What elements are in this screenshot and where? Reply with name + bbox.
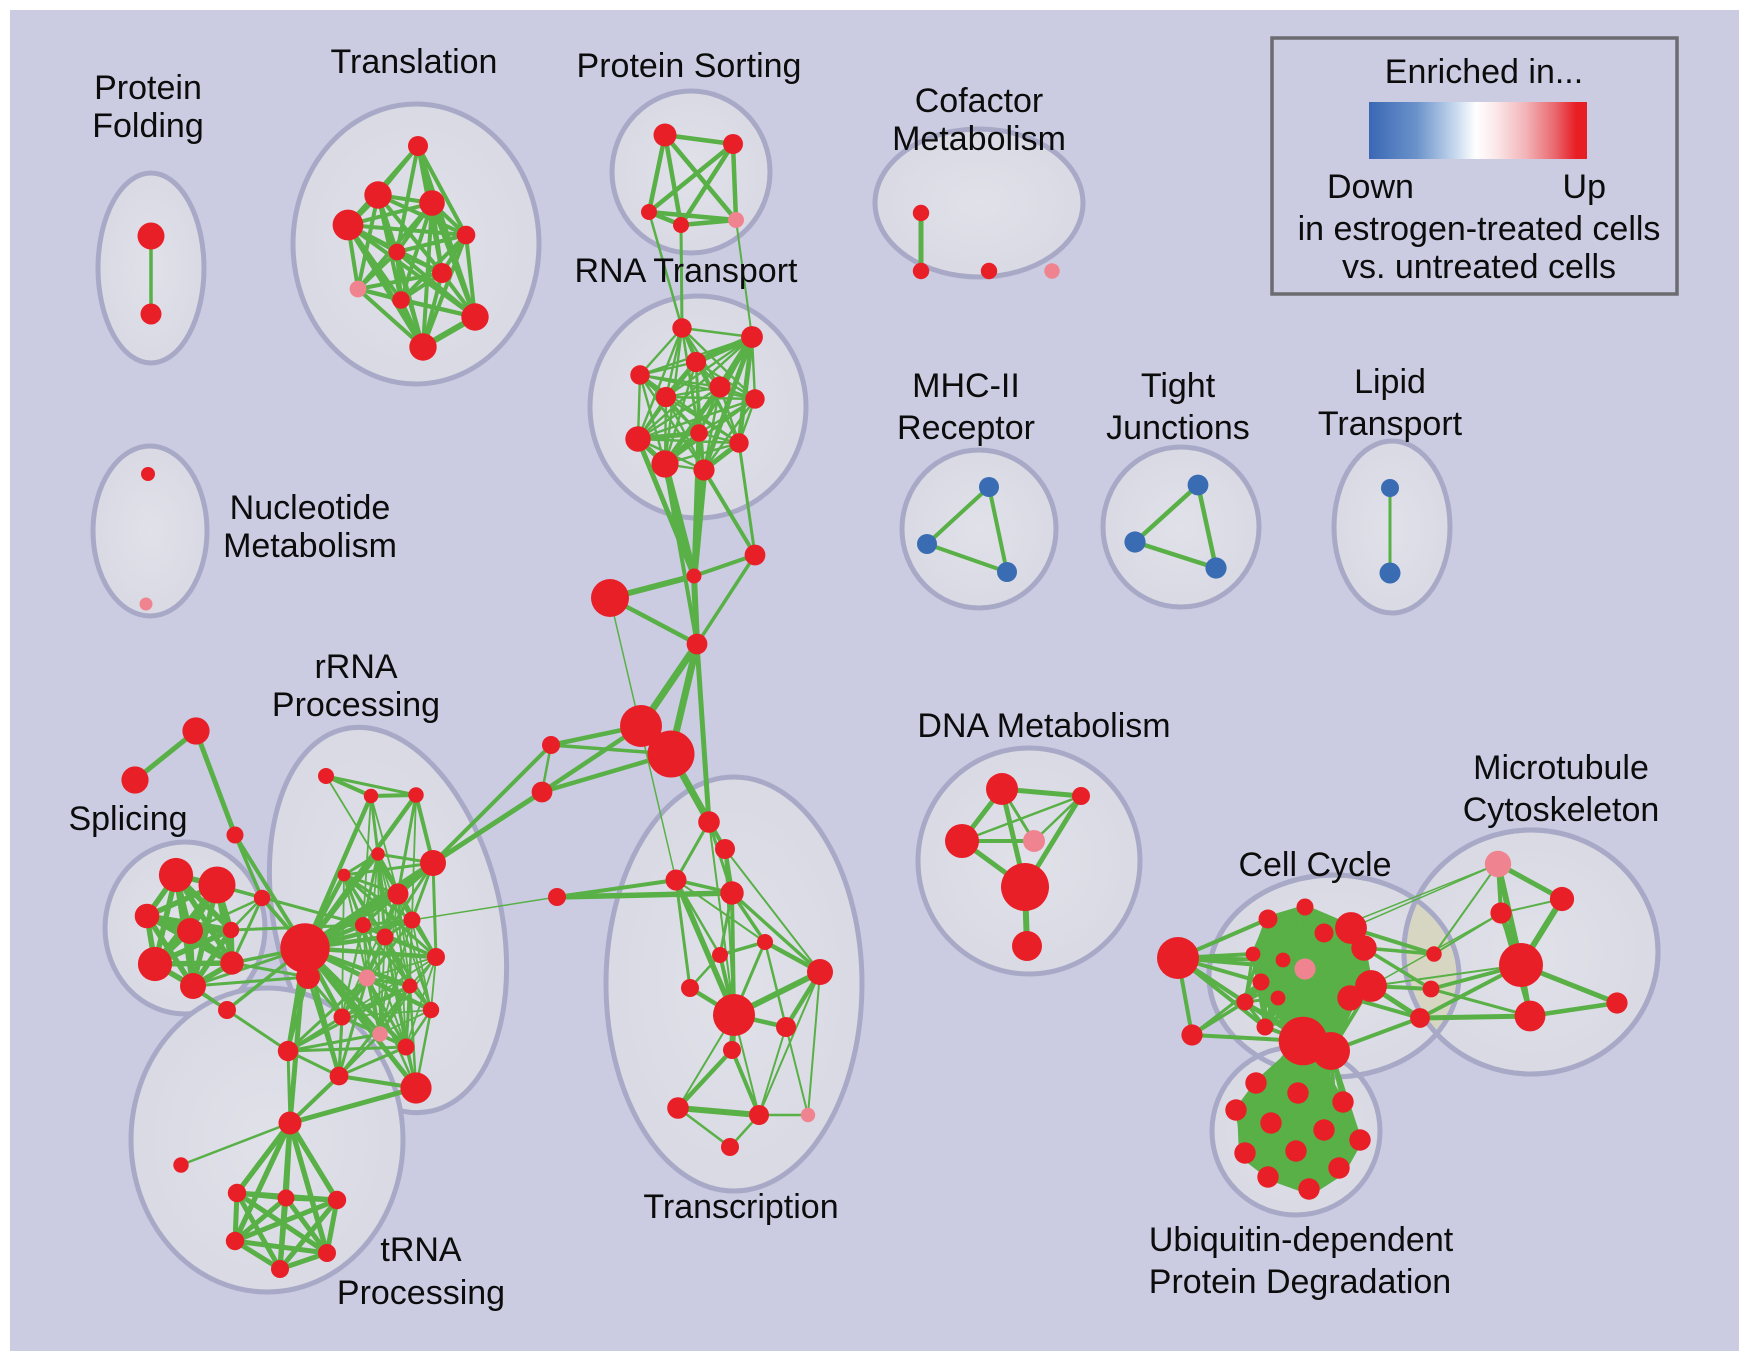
svg-text:Splicing: Splicing <box>68 800 187 838</box>
svg-text:Protein: Protein <box>94 69 202 107</box>
svg-text:vs. untreated cells: vs. untreated cells <box>1342 248 1616 286</box>
svg-text:Cytoskeleton: Cytoskeleton <box>1463 791 1660 829</box>
svg-text:Transport: Transport <box>1318 405 1463 443</box>
svg-text:Enriched in...: Enriched in... <box>1385 53 1583 91</box>
svg-text:MHC-II: MHC-II <box>912 367 1020 405</box>
svg-text:Translation: Translation <box>331 43 498 81</box>
svg-text:Cofactor: Cofactor <box>915 82 1044 120</box>
svg-text:Cell Cycle: Cell Cycle <box>1238 846 1391 884</box>
svg-text:Tight: Tight <box>1141 367 1216 405</box>
svg-text:Protein Sorting: Protein Sorting <box>577 47 802 85</box>
svg-text:Up: Up <box>1563 168 1606 206</box>
svg-text:tRNA: tRNA <box>380 1231 462 1269</box>
svg-text:DNA Metabolism: DNA Metabolism <box>917 707 1170 745</box>
svg-text:in estrogen-treated cells: in estrogen-treated cells <box>1298 210 1661 248</box>
svg-text:Ubiquitin-dependent: Ubiquitin-dependent <box>1149 1221 1454 1259</box>
svg-text:Metabolism: Metabolism <box>223 527 397 565</box>
svg-text:Processing: Processing <box>337 1274 505 1312</box>
svg-text:RNA Transport: RNA Transport <box>575 252 799 290</box>
svg-text:Protein Degradation: Protein Degradation <box>1149 1263 1451 1301</box>
svg-text:Folding: Folding <box>92 107 204 145</box>
svg-text:Microtubule: Microtubule <box>1473 749 1649 787</box>
svg-text:Junctions: Junctions <box>1106 409 1250 447</box>
svg-text:rRNA: rRNA <box>314 648 397 686</box>
svg-text:Metabolism: Metabolism <box>892 120 1066 158</box>
svg-text:Processing: Processing <box>272 686 440 724</box>
svg-text:Down: Down <box>1327 168 1414 206</box>
svg-text:Receptor: Receptor <box>897 409 1035 447</box>
svg-text:Transcription: Transcription <box>643 1188 838 1226</box>
svg-text:Nucleotide: Nucleotide <box>230 489 391 527</box>
svg-text:Lipid: Lipid <box>1354 363 1426 401</box>
